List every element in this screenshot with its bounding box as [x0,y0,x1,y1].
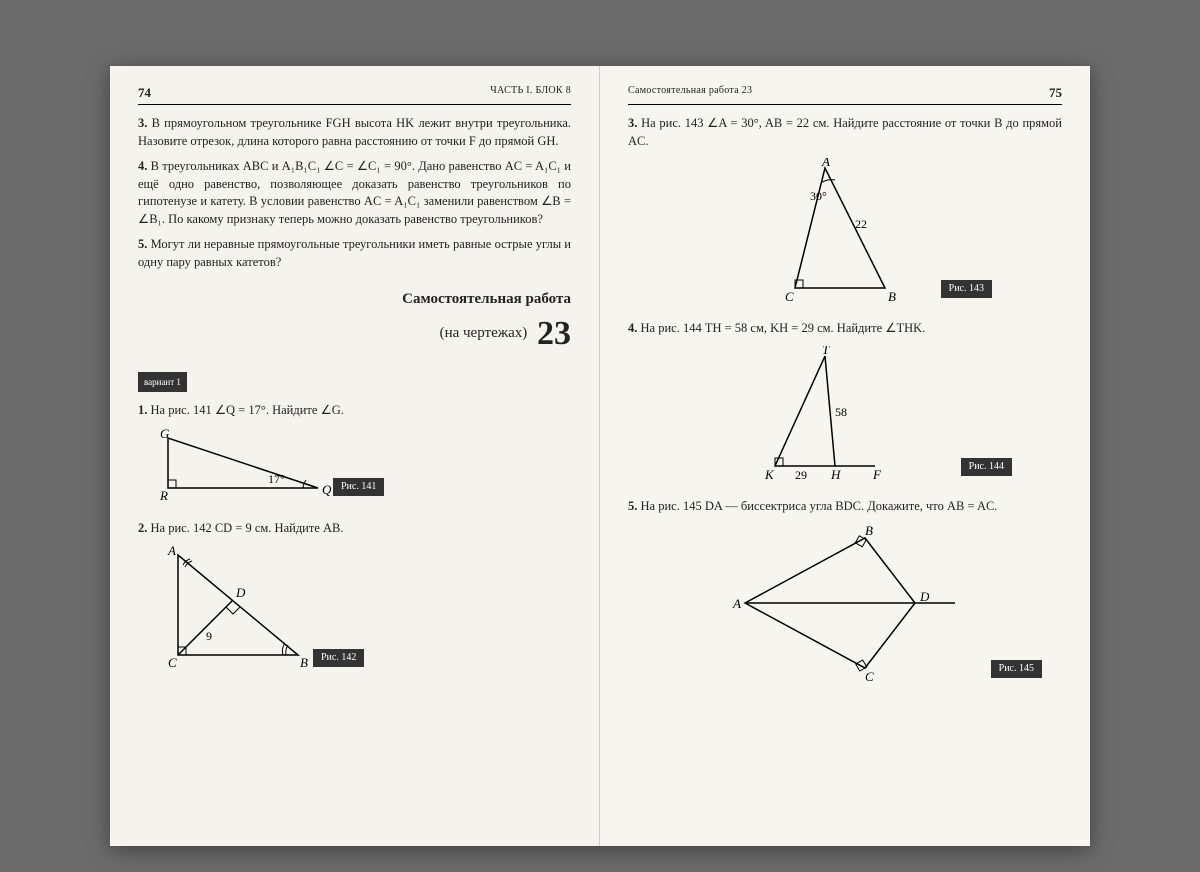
svg-text:B: B [865,523,873,538]
section-header: ЧАСТЬ I. БЛОК 8 [490,84,571,102]
section-header: Самостоятельная работа 23 [628,84,752,102]
left-page: 74 ЧАСТЬ I. БЛОК 8 3. В прямоугольном тр… [110,66,600,846]
svg-text:Q: Q [322,482,332,497]
figure-142: A C B D 9 Рис. 142 [138,545,571,675]
page-number: 74 [138,84,151,102]
svg-text:T: T [822,346,830,357]
svg-text:B: B [300,655,308,670]
svg-text:G: G [160,428,170,441]
variant-badge: вариант 1 [138,372,187,393]
figure-141: G R Q 17° Рис. 141 [138,428,571,508]
question-4: 4. На рис. 144 TH = 58 см, KH = 29 см. Н… [628,320,1062,338]
svg-text:C: C [785,289,794,304]
figure-145: A B C D Рис. 145 [628,523,1062,683]
page-header-left: 74 ЧАСТЬ I. БЛОК 8 [138,84,571,105]
question-5: 5. На рис. 145 DA — биссектриса угла BDC… [628,498,1062,516]
fig-label-141: Рис. 141 [333,478,384,496]
svg-text:D: D [919,589,930,604]
question-3: 3. На рис. 143 ∠A = 30°, AB = 22 см. Най… [628,115,1062,150]
svg-text:A: A [167,545,176,558]
figure-144: T K H F 58 29 Рис. 144 [628,346,1062,486]
svg-text:B: B [888,289,896,304]
problem-4: 4. В треугольниках ABC и A₁B₁C₁ ∠C = ∠C₁… [138,158,571,228]
svg-text:R: R [159,488,168,503]
right-page: Самостоятельная работа 23 75 3. На рис. … [600,66,1090,846]
fig-label-144: Рис. 144 [961,458,1012,476]
svg-text:F: F [872,467,882,482]
svg-text:58: 58 [835,405,847,419]
svg-text:30°: 30° [810,189,827,203]
section-title: Самостоятельная работа (на чертежах) 23 [138,289,571,358]
svg-text:A: A [821,158,830,169]
svg-text:22: 22 [855,217,867,231]
svg-text:A: A [732,596,741,611]
svg-text:17°: 17° [268,472,285,486]
fig-label-142: Рис. 142 [313,649,364,667]
fig-label-143: Рис. 143 [941,280,992,298]
question-2: 2. На рис. 142 CD = 9 см. Найдите AB. [138,520,571,538]
question-1: 1. На рис. 141 ∠Q = 17°. Найдите ∠G. [138,402,571,420]
svg-text:C: C [168,655,177,670]
problem-5: 5. Могут ли неравные прямоугольные треуг… [138,236,571,271]
svg-text:C: C [865,669,874,683]
fig-label-145: Рис. 145 [991,660,1042,678]
svg-text:H: H [830,467,841,482]
book-spread: 74 ЧАСТЬ I. БЛОК 8 3. В прямоугольном тр… [110,66,1090,846]
page-header-right: Самостоятельная работа 23 75 [628,84,1062,105]
svg-text:9: 9 [206,629,212,643]
svg-text:K: K [764,467,775,482]
svg-text:D: D [235,585,246,600]
page-number: 75 [1049,84,1062,102]
problem-3: 3. В прямоугольном треугольнике FGH высо… [138,115,571,150]
svg-text:29: 29 [795,468,807,482]
figure-143: A C B 30° 22 Рис. 143 [628,158,1062,308]
